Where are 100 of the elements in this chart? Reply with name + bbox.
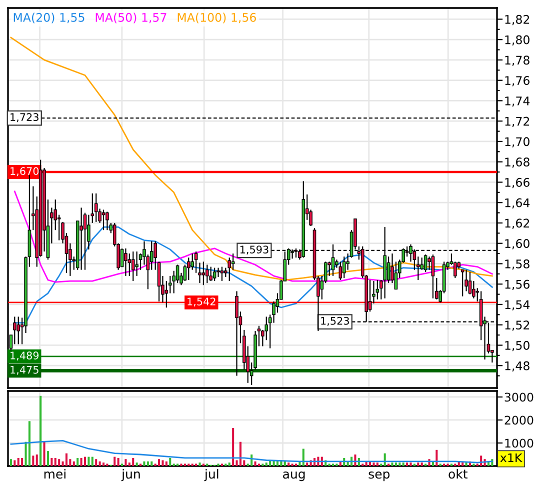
bar [136,462,138,466]
bar [50,458,53,466]
bar [165,461,168,466]
bar [158,459,160,466]
y-tick-label: 1,58 [505,259,530,270]
bar [228,462,230,466]
y-tick-label: 1,82 [505,14,530,26]
y-tick-label: 1,64 [505,198,530,208]
candlestick [206,264,209,284]
candlestick [131,250,135,282]
y-tick-label: 1,70 [505,137,530,148]
candlestick [202,261,206,286]
text: mei [44,469,66,479]
bar [143,461,146,466]
text: jul [204,469,218,482]
ref-line-label: 1,593 [240,246,268,255]
ref-line-label: 1,475 [10,366,38,375]
y-tick-label: 1,66 [505,178,530,188]
bar [372,462,375,466]
line-series [10,440,493,464]
candlestick [386,256,390,284]
candlestick [187,257,190,281]
bar [232,428,234,466]
ref-line-label: 1,670 [10,167,39,176]
candlestick [424,254,428,272]
bar [406,462,408,466]
text: x1K [500,453,522,462]
bar [65,453,68,466]
candlestick [124,248,128,276]
candlestick [342,256,346,279]
bar [36,454,38,466]
text: MA(50) 1,57 [96,12,166,24]
bar [150,461,153,466]
bar [376,462,378,466]
bar [88,456,90,466]
y-tick-label: 1,72 [505,116,530,127]
bar [398,462,401,466]
candlestick [80,207,83,270]
ref-line-label: 1,542 [188,298,216,307]
bar [10,459,12,466]
bar [14,460,16,466]
bar [302,448,304,466]
bar [80,458,82,466]
text: jun [121,469,140,482]
ref-line-label: 1,523 [321,316,349,326]
candlestick [194,250,198,274]
bar [98,461,101,466]
candlestick [190,252,194,270]
y-tick-label: 1,50 [505,340,530,352]
y-tick-label: 1,48 [505,361,530,372]
bar [420,462,423,466]
text: MA(100) 1,56 [178,12,256,24]
ref-line-label: 1,489 [10,352,39,361]
bar [306,462,308,466]
bar [394,462,397,466]
bar [95,459,98,466]
bar [254,461,256,466]
bar [28,421,30,466]
bar [132,458,134,466]
bar [124,459,127,466]
bar [146,461,149,466]
bar [117,458,120,466]
y-tick-label: 1,62 [505,218,530,229]
candlestick [228,257,232,282]
bar [72,461,75,466]
y-tick-label: 1,76 [505,76,530,86]
bar [410,462,412,466]
y-tick-label: 1,74 [505,96,530,107]
bar [21,458,24,466]
bar [169,458,172,466]
text: aug [283,472,305,482]
bar [43,442,46,466]
bar [462,462,464,466]
line-series [14,190,493,283]
ref-line-label: 1,723 [10,113,38,122]
candlestick [368,279,372,312]
text: sep [368,472,390,482]
candlestick [212,267,216,282]
bar [417,462,420,466]
bar [91,456,94,466]
candlestick [13,316,16,345]
candlestick [106,211,109,231]
bar [46,451,49,466]
text: okt [448,469,468,479]
y-tick-label: 2000 [504,416,534,425]
bar [58,459,60,466]
text: MA(20) 1,55 [14,12,84,24]
candlestick [135,250,138,276]
y-tick-label: 1,80 [505,35,530,46]
bar [162,460,164,466]
y-tick-label: 1,78 [505,56,530,66]
candlestick [235,290,238,376]
bar [391,462,394,466]
bar [102,462,105,466]
bar [76,458,79,466]
y-tick-label: 1,52 [505,320,530,331]
candlestick [16,316,20,345]
line-series [10,36,493,281]
bar [465,462,468,466]
candlestick [216,267,220,278]
